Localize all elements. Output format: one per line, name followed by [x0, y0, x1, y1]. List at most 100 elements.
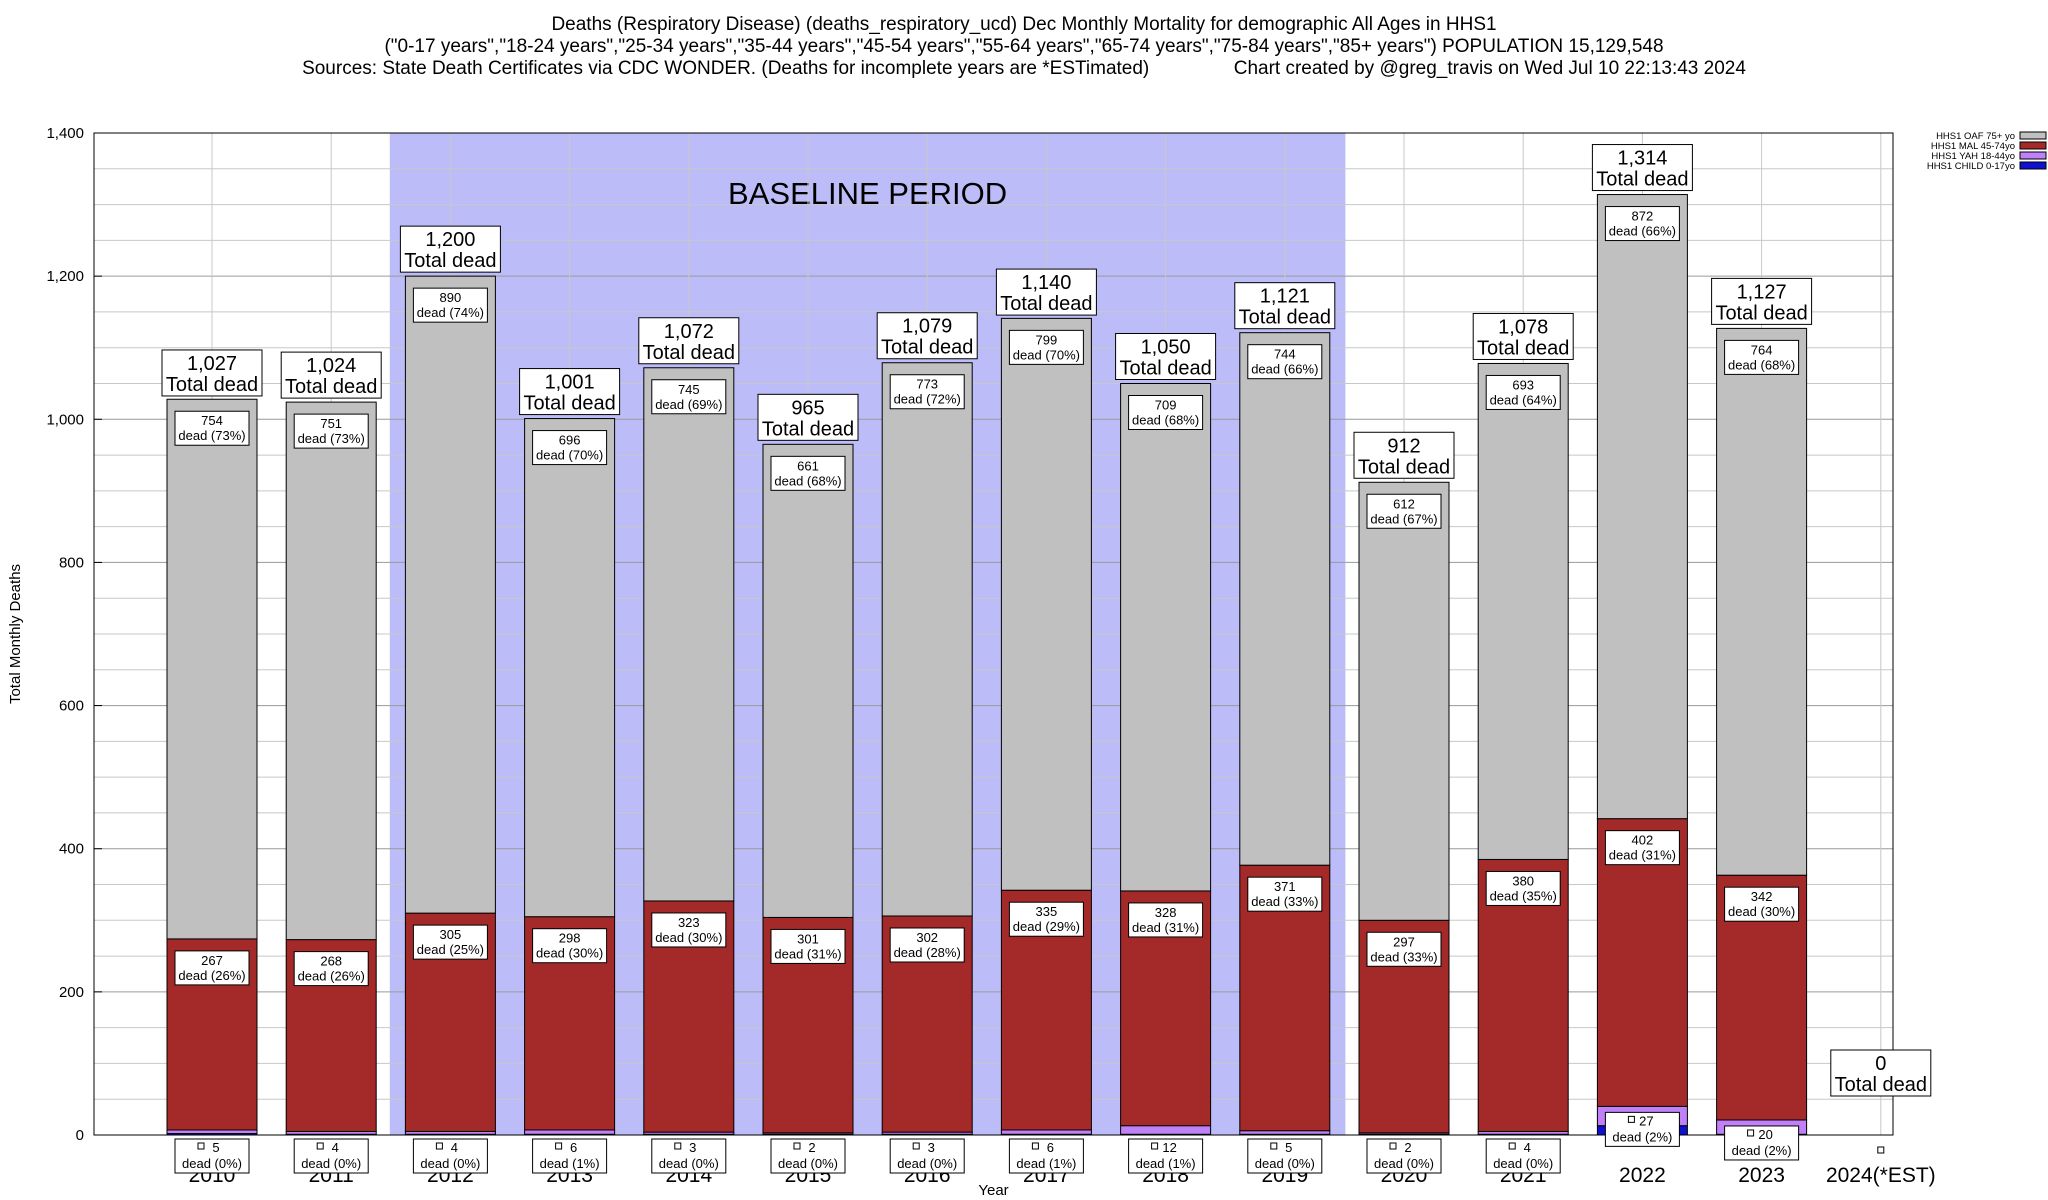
segment-label-box	[174, 950, 250, 986]
legend-entry-label: HHS1 MAL 45-74yo	[1931, 141, 2015, 152]
segment-value-label: 764	[1751, 342, 1773, 357]
segment-label-box	[1604, 206, 1680, 242]
segment-value-label: 872	[1632, 209, 1654, 224]
segment-label-box	[1604, 1111, 1680, 1147]
segment-label-box	[1485, 1138, 1561, 1174]
segment-label-box	[1724, 886, 1800, 922]
segment-label-box	[532, 928, 608, 964]
segment-pct-label: dead (0%)	[659, 1156, 719, 1171]
total-label-box	[519, 368, 621, 416]
segment-label-box	[770, 455, 846, 491]
segment-label-box	[1366, 931, 1442, 967]
segment-value-label: 751	[320, 416, 342, 431]
total-label-box	[280, 351, 382, 399]
y-tick-label: 200	[59, 984, 84, 1001]
yah-marker	[197, 1142, 205, 1150]
segment-label-box	[412, 287, 488, 323]
total-value-label: 1,001	[545, 372, 595, 394]
bar-segment-hhs1-yah-18-44yo	[524, 1129, 616, 1135]
yah-marker	[1270, 1142, 1278, 1150]
segment-value-label: 6	[1047, 1140, 1054, 1155]
segment-value-label: 342	[1751, 889, 1773, 904]
total-value-label: 1,121	[1260, 286, 1310, 308]
total-suffix-label: Total dead	[1000, 293, 1092, 315]
segment-value-label: 298	[559, 931, 581, 946]
segment-value-label: 2	[1404, 1140, 1411, 1155]
segment-pct-label: dead (67%)	[1370, 511, 1437, 526]
segment-pct-label: dead (68%)	[1132, 413, 1199, 428]
bar-segment-hhs1-mal-45-74yo	[1596, 818, 1688, 1107]
segment-label-box	[1128, 902, 1204, 938]
segment-value-label: 754	[201, 413, 223, 428]
bar-segment-hhs1-oaf-75-yo	[762, 443, 854, 918]
total-suffix-label: Total dead	[643, 342, 735, 364]
segment-value-label: 696	[559, 433, 581, 448]
segment-value-label: 3	[689, 1140, 696, 1155]
segment-pct-label: dead (31%)	[1132, 920, 1199, 935]
y-tick-label: 600	[59, 698, 84, 715]
bar-segment-hhs1-yah-18-44yo	[166, 1129, 258, 1135]
segment-pct-label: dead (2%)	[1732, 1143, 1792, 1158]
segment-label-box	[651, 379, 727, 415]
segment-pct-label: dead (69%)	[655, 397, 722, 412]
segment-label-box	[1366, 1138, 1442, 1174]
segment-pct-label: dead (66%)	[1609, 224, 1676, 239]
segment-value-label: 4	[332, 1140, 339, 1155]
segment-pct-label: dead (31%)	[1609, 848, 1676, 863]
segment-pct-label: dead (28%)	[894, 945, 961, 960]
y-tick-label: 800	[59, 554, 84, 571]
segment-label-box	[1485, 374, 1561, 410]
segment-value-label: 267	[201, 953, 223, 968]
segment-label-box	[1366, 493, 1442, 529]
yah-marker	[555, 1142, 563, 1150]
segment-pct-label: dead (0%)	[897, 1156, 957, 1171]
segment-pct-label: dead (72%)	[894, 392, 961, 407]
segment-value-label: 402	[1632, 833, 1654, 848]
segment-value-label: 297	[1393, 934, 1415, 949]
segment-label-box	[174, 410, 250, 446]
segment-value-label: 745	[678, 382, 700, 397]
total-value-label: 1,050	[1141, 337, 1191, 359]
x-axis-title: Year	[978, 1182, 1008, 1199]
segment-value-label: 612	[1393, 496, 1415, 511]
segment-label-box	[1247, 876, 1323, 912]
bar-segment-hhs1-yah-18-44yo	[1239, 1130, 1331, 1135]
y-tick-label: 1,200	[46, 268, 84, 285]
bar-segment-hhs1-yah-18-44yo	[1120, 1125, 1212, 1135]
x-tick-label: 2022	[1619, 1164, 1666, 1187]
segment-pct-label: dead (70%)	[536, 448, 603, 463]
segment-value-label: 380	[1512, 873, 1534, 888]
total-value-label: 1,027	[187, 353, 237, 375]
total-suffix-label: Total dead	[1358, 456, 1450, 478]
segment-pct-label: dead (1%)	[1136, 1156, 1196, 1171]
total-value-label: 1,314	[1617, 148, 1667, 170]
segment-value-label: 4	[451, 1140, 458, 1155]
plot-frame	[93, 132, 1894, 1136]
segment-value-label: 12	[1162, 1140, 1176, 1155]
y-tick-label: 1,400	[46, 125, 84, 142]
segment-pct-label: dead (25%)	[417, 942, 484, 957]
segment-label-box	[1604, 830, 1680, 866]
segment-value-label: 335	[1036, 904, 1058, 919]
segment-label-box	[1128, 395, 1204, 430]
segment-pct-label: dead (0%)	[778, 1156, 838, 1171]
segment-label-box	[293, 951, 369, 987]
segment-pct-label: dead (30%)	[655, 930, 722, 945]
total-suffix-label: Total dead	[1835, 1074, 1927, 1096]
segment-value-label: 328	[1155, 905, 1177, 920]
segment-pct-label: dead (31%)	[774, 946, 841, 961]
total-value-label: 1,079	[902, 316, 952, 338]
segment-pct-label: dead (64%)	[1490, 392, 1557, 407]
segment-label-box	[293, 413, 369, 449]
segment-pct-label: dead (66%)	[1251, 362, 1318, 377]
segment-pct-label: dead (0%)	[301, 1156, 361, 1171]
segment-label-box	[889, 1138, 965, 1174]
segment-label-box	[1247, 344, 1323, 380]
total-label-box	[399, 225, 501, 273]
segment-label-box	[770, 1138, 846, 1174]
yah-marker	[1747, 1129, 1755, 1137]
segment-value-label: 5	[1285, 1140, 1292, 1155]
segment-value-label: 6	[570, 1140, 577, 1155]
bar-segment-hhs1-oaf-75-yo	[1120, 383, 1212, 892]
